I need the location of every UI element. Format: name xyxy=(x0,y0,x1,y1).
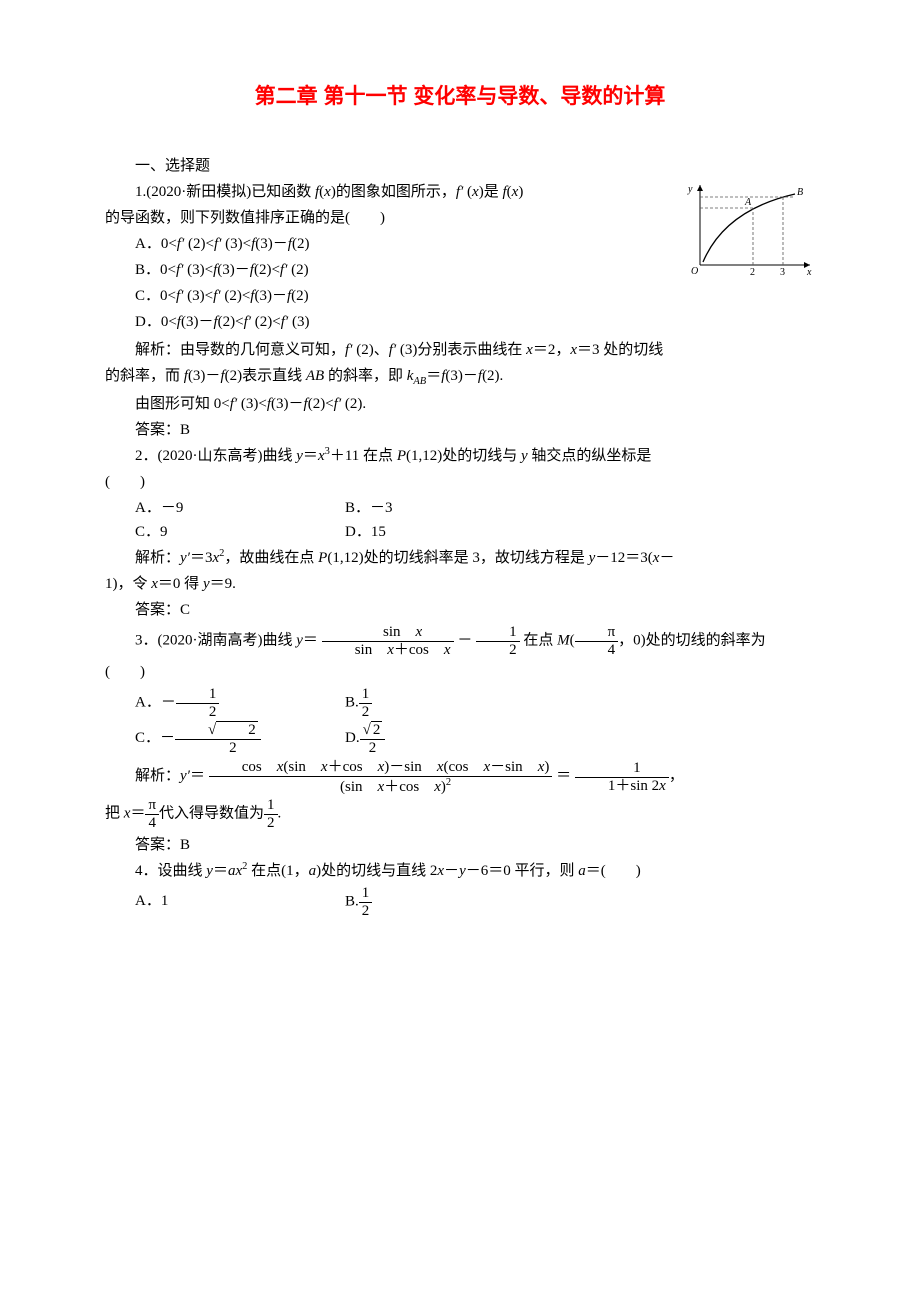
q1-opt-d: D．0<f(3)－f(2)<f′ (2)<f′ (3) xyxy=(105,310,815,334)
svg-text:A: A xyxy=(744,197,752,208)
q2-stem-cont: ( ) xyxy=(105,470,815,494)
q2-expl-cont: 1)，令 x＝0 得 y＝9. xyxy=(105,572,815,596)
q1-opt-c: C．0<f′ (3)<f′ (2)<f(3)－f(2) xyxy=(105,284,815,308)
q1-expl-2: 的斜率，而 f(3)－f(2)表示直线 AB 的斜率，即 kAB＝f(3)－f(… xyxy=(105,364,815,391)
q3-opts-cd: C．－√22 D.√22 xyxy=(105,720,815,756)
q2-stem: 2．(2020·山东高考)曲线 y＝x3＋11 在点 P(1,12)处的切线与 … xyxy=(105,444,815,468)
figure-graph: y x O 2 3 A B xyxy=(685,180,815,275)
q3-answer: 答案：B xyxy=(105,833,815,857)
q2-answer: 答案：C xyxy=(105,598,815,622)
q3-stem: 3．(2020·湖南高考)曲线 y＝ sin x sin x＋cos x － 1… xyxy=(105,624,815,658)
page-title: 第二章 第十一节 变化率与导数、导数的计算 xyxy=(105,80,815,114)
svg-text:B: B xyxy=(797,187,803,198)
q1-answer: 答案：B xyxy=(105,418,815,442)
svg-text:3: 3 xyxy=(780,267,785,275)
q2-expl: 解析：y′＝3x2，故曲线在点 P(1,12)处的切线斜率是 3，故切线方程是 … xyxy=(105,546,815,570)
q3-stem-cont: ( ) xyxy=(105,660,815,684)
section-heading: 一、选择题 xyxy=(105,154,815,178)
q3-expl: 解析：y′＝ cos x(sin x＋cos x)－sin x(cos x－si… xyxy=(105,758,815,795)
svg-text:O: O xyxy=(691,266,698,275)
q1-expl-1: 解析：由导数的几何意义可知，f′ (2)、f′ (3)分别表示曲线在 x＝2，x… xyxy=(105,338,815,362)
svg-text:2: 2 xyxy=(750,267,755,275)
q1-expl-3: 由图形可知 0<f′ (3)<f(3)－f(2)<f′ (2). xyxy=(105,392,815,416)
svg-text:x: x xyxy=(806,267,812,275)
svg-text:y: y xyxy=(687,184,693,195)
q2-opts-cd: C．9D．15 xyxy=(105,520,815,544)
q3-opts-ab: A．－12 B.12 xyxy=(105,686,815,720)
q4-opts-ab: A．1 B.12 xyxy=(105,885,815,919)
q2-opts-ab: A．－9B．－3 xyxy=(105,496,815,520)
q4-stem: 4．设曲线 y＝ax2 在点(1，a)处的切线与直线 2x－y－6＝0 平行，则… xyxy=(105,859,815,883)
q3-expl-cont: 把 x＝π4代入得导数值为12. xyxy=(105,797,815,831)
